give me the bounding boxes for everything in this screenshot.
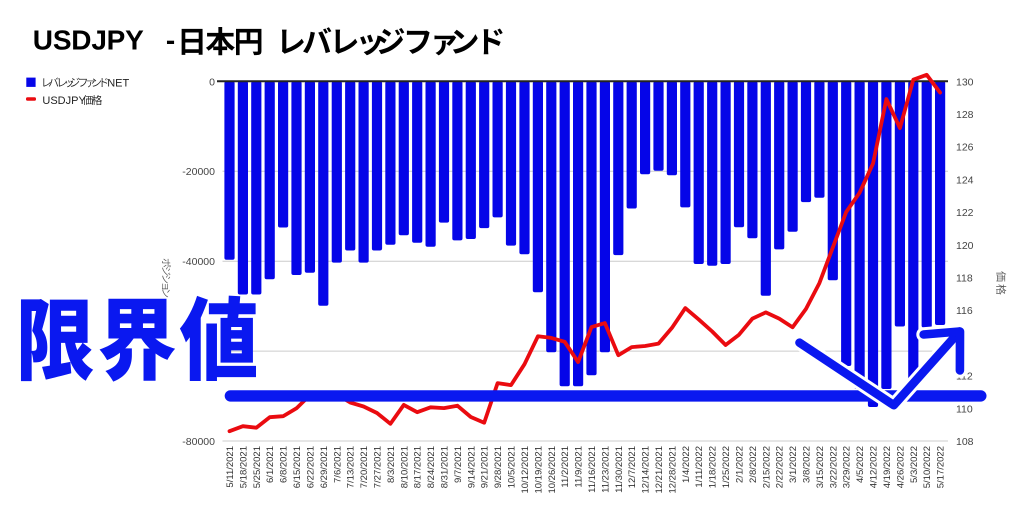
svg-text:9/7/2021: 9/7/2021 <box>453 446 464 483</box>
svg-text:126: 126 <box>956 142 974 154</box>
svg-text:10/5/2021: 10/5/2021 <box>507 446 518 488</box>
svg-text:122: 122 <box>956 207 974 219</box>
svg-text:1/18/2022: 1/18/2022 <box>708 446 719 488</box>
svg-text:8/3/2021: 8/3/2021 <box>386 446 397 483</box>
svg-text:110: 110 <box>956 403 973 415</box>
svg-text:5/25/2021: 5/25/2021 <box>252 446 263 488</box>
svg-text:6/22/2021: 6/22/2021 <box>305 446 316 488</box>
svg-text:9/21/2021: 9/21/2021 <box>480 446 491 488</box>
svg-text:USDJPY: USDJPY <box>33 25 144 56</box>
svg-text:5/18/2021: 5/18/2021 <box>238 446 249 488</box>
svg-text:5/17/2022: 5/17/2022 <box>936 446 947 488</box>
svg-text:6/29/2021: 6/29/2021 <box>319 446 330 488</box>
svg-text:-: - <box>166 25 175 56</box>
svg-text:2/1/2022: 2/1/2022 <box>735 446 746 483</box>
svg-text:8/10/2021: 8/10/2021 <box>399 446 410 488</box>
svg-text:-20000: -20000 <box>182 166 215 178</box>
svg-text:12/14/2021: 12/14/2021 <box>641 446 652 494</box>
svg-text:1/11/2022: 1/11/2022 <box>694 446 705 488</box>
svg-text:11/16/2021: 11/16/2021 <box>587 446 598 493</box>
svg-text:116: 116 <box>956 305 973 317</box>
svg-text:2/15/2022: 2/15/2022 <box>761 446 772 488</box>
svg-text:12/21/2021: 12/21/2021 <box>654 446 665 494</box>
svg-text:2/8/2022: 2/8/2022 <box>748 446 759 483</box>
svg-text:1/25/2022: 1/25/2022 <box>721 446 732 488</box>
svg-text:7/13/2021: 7/13/2021 <box>346 446 357 488</box>
svg-text:3/1/2022: 3/1/2022 <box>788 446 799 483</box>
svg-text:10/12/2021: 10/12/2021 <box>520 446 531 494</box>
svg-text:9/28/2021: 9/28/2021 <box>493 446 504 488</box>
svg-text:11/9/2021: 11/9/2021 <box>574 446 585 488</box>
svg-text:7/20/2021: 7/20/2021 <box>359 446 370 488</box>
svg-text:5/11/2021: 5/11/2021 <box>225 446 236 488</box>
svg-text:USDJPY: USDJPY <box>42 95 86 107</box>
svg-text:4/5/2022: 4/5/2022 <box>855 446 866 483</box>
svg-text:3/15/2022: 3/15/2022 <box>815 446 826 488</box>
svg-text:10/26/2021: 10/26/2021 <box>547 446 558 494</box>
svg-text:7/6/2021: 7/6/2021 <box>332 446 343 483</box>
svg-text:6/1/2021: 6/1/2021 <box>265 446 276 483</box>
svg-text:8/17/2021: 8/17/2021 <box>413 446 424 488</box>
svg-text:8/31/2021: 8/31/2021 <box>440 446 451 488</box>
svg-text:118: 118 <box>956 273 973 285</box>
svg-text:11/23/2021: 11/23/2021 <box>600 446 611 493</box>
svg-text:130: 130 <box>956 76 974 88</box>
svg-text:8/24/2021: 8/24/2021 <box>426 446 437 488</box>
svg-text:9/14/2021: 9/14/2021 <box>466 446 477 488</box>
svg-text:3/29/2022: 3/29/2022 <box>842 446 853 488</box>
svg-text:12/28/2021: 12/28/2021 <box>667 446 678 494</box>
svg-text:3/8/2022: 3/8/2022 <box>802 446 813 483</box>
svg-text:4/26/2022: 4/26/2022 <box>895 446 906 488</box>
svg-text:6/15/2021: 6/15/2021 <box>292 446 303 488</box>
svg-text:120: 120 <box>956 240 974 252</box>
svg-text:4/19/2022: 4/19/2022 <box>882 446 893 488</box>
svg-text:1/4/2022: 1/4/2022 <box>681 446 692 483</box>
svg-text:12/7/2021: 12/7/2021 <box>627 446 638 488</box>
svg-text:7/27/2021: 7/27/2021 <box>373 446 384 488</box>
svg-text:2/22/2022: 2/22/2022 <box>775 446 786 488</box>
svg-text:-80000: -80000 <box>182 436 215 448</box>
svg-text:4/12/2022: 4/12/2022 <box>869 446 880 488</box>
svg-text:10/19/2021: 10/19/2021 <box>533 446 544 494</box>
svg-text:124: 124 <box>956 174 974 186</box>
svg-text:11/2/2021: 11/2/2021 <box>560 446 571 488</box>
svg-text:11/30/2021: 11/30/2021 <box>614 446 625 493</box>
svg-text:3/22/2022: 3/22/2022 <box>828 446 839 488</box>
svg-text:6/8/2021: 6/8/2021 <box>279 446 290 483</box>
svg-text:128: 128 <box>956 109 974 121</box>
svg-text:NET: NET <box>107 78 129 90</box>
svg-text:5/10/2022: 5/10/2022 <box>922 446 933 488</box>
svg-text:108: 108 <box>956 436 974 448</box>
svg-text:-40000: -40000 <box>182 256 215 268</box>
svg-text:0: 0 <box>209 76 215 88</box>
svg-text:5/3/2022: 5/3/2022 <box>909 446 920 483</box>
